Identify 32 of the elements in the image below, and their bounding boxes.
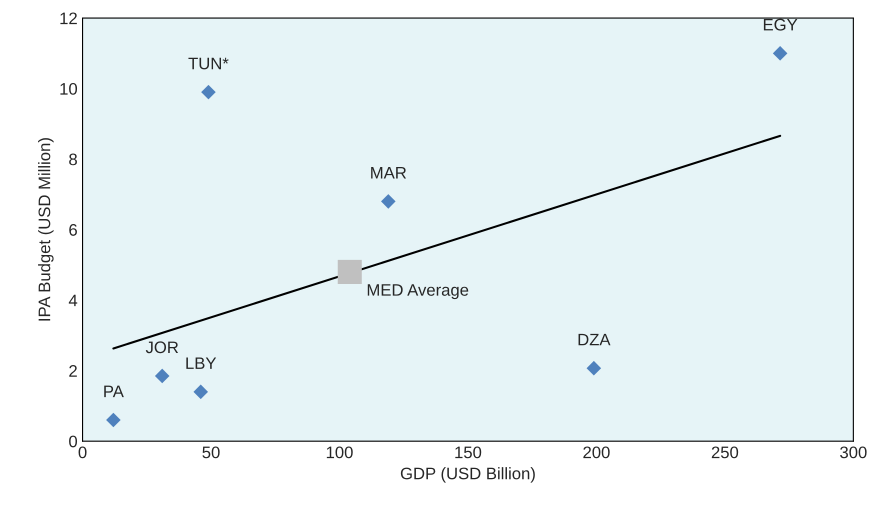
x-tick-label: 100 — [326, 446, 353, 458]
x-tick-label: 250 — [712, 446, 738, 458]
annotation: TUN* — [188, 58, 229, 70]
x-tick-label: 0 — [78, 446, 87, 458]
y-tick-label: 12 — [60, 12, 77, 24]
annotation: LBY — [186, 357, 216, 369]
point — [381, 194, 396, 209]
y-tick-label: 4 — [68, 294, 78, 306]
y-tick-label: 2 — [69, 365, 77, 377]
series-label: MED Average — [368, 284, 468, 300]
x-tick-label: 200 — [583, 446, 610, 458]
x-tick-label: 300 — [840, 446, 867, 458]
annotation: EGY — [764, 18, 798, 31]
x-axis-title: GDP (USD Billion) — [400, 467, 535, 483]
point — [154, 368, 170, 384]
x-tick-label: 50 — [202, 446, 220, 458]
annotation: PA — [104, 386, 124, 398]
point — [201, 84, 216, 100]
annotation: DZA — [578, 334, 610, 346]
point — [586, 360, 602, 376]
x-tick-label: 150 — [455, 446, 482, 458]
point — [193, 384, 208, 400]
y-tick-label: 8 — [69, 154, 77, 166]
point — [772, 46, 788, 61]
y-tick-label: 6 — [69, 224, 77, 236]
annotation: JOR — [146, 341, 178, 354]
annotation: MAR — [371, 167, 406, 179]
y-axis-title: IPA Budget (USD Million) — [38, 138, 54, 321]
y-tick-label: 0 — [69, 436, 78, 448]
point — [106, 412, 121, 428]
y-tick-label: 10 — [60, 82, 78, 95]
point — [338, 260, 362, 284]
